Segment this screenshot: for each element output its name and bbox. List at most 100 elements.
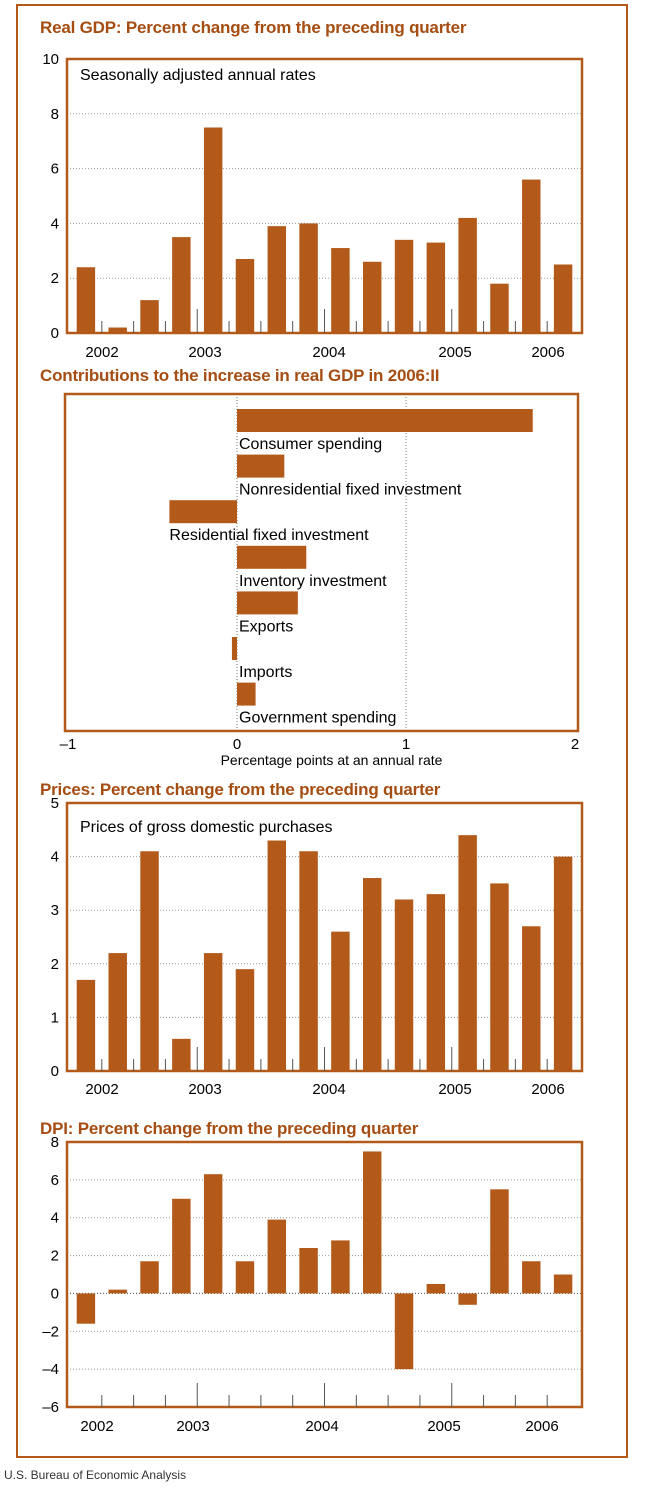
gdp-ytick-label: 8	[51, 106, 59, 123]
gdp-chart-title: Real GDP: Percent change from the preced…	[40, 18, 467, 37]
prices-ytick-label: 5	[51, 795, 59, 812]
prices-year-label: 2002	[85, 1081, 118, 1098]
dpi-ytick-label: 2	[51, 1248, 59, 1265]
contrib-bar-label: Nonresidential fixed investment	[239, 482, 462, 499]
dpi-bar	[203, 1174, 223, 1294]
contrib-xtick-label: 0	[233, 736, 241, 753]
dpi-bar	[458, 1293, 477, 1305]
gdp-ytick-label: 10	[42, 51, 59, 68]
prices-ytick-label: 0	[51, 1063, 59, 1080]
prices-bar	[394, 899, 414, 1071]
prices-bar	[203, 953, 223, 1071]
prices-bar	[553, 856, 573, 1071]
prices-bar	[458, 835, 477, 1071]
prices-bar	[140, 851, 159, 1071]
gdp-ytick-label: 0	[51, 325, 59, 342]
contrib-plot-frame	[63, 392, 580, 733]
dpi-bar	[362, 1151, 382, 1294]
dpi-bar	[522, 1261, 541, 1294]
gdp-bar	[522, 179, 541, 333]
gdp-bar	[394, 239, 414, 333]
dpi-bar	[140, 1261, 159, 1294]
prices-bar	[76, 979, 96, 1071]
gdp-ytick-label: 2	[51, 270, 59, 287]
gdp-bar	[426, 242, 446, 333]
contrib-bar-label: Imports	[239, 664, 292, 681]
gdp-bar	[172, 237, 191, 333]
contrib-xtick-label: –1	[60, 736, 77, 753]
prices-bar	[490, 883, 509, 1071]
prices-year-label: 2005	[438, 1081, 471, 1098]
prices-bar	[426, 894, 446, 1071]
prices-bar	[522, 926, 541, 1071]
dpi-ytick-label: 6	[51, 1172, 59, 1189]
contrib-xtick-label: 2	[571, 736, 579, 753]
prices-bar	[235, 969, 255, 1071]
dpi-year-label: 2005	[427, 1418, 460, 1435]
gdp-bar	[299, 223, 318, 333]
dpi-bar	[299, 1248, 318, 1294]
contrib-bar-label: Consumer spending	[239, 436, 382, 453]
prices-subtitle: Prices of gross domestic purchases	[80, 819, 333, 836]
prices-bar	[331, 931, 350, 1071]
dpi-bar	[553, 1274, 573, 1294]
dpi-bar	[394, 1293, 414, 1370]
contrib-bar-label: Exports	[239, 618, 293, 635]
prices-bar	[299, 851, 318, 1071]
prices-bar	[362, 878, 382, 1071]
contrib-bar	[237, 409, 533, 432]
gdp-year-label: 2003	[188, 344, 221, 361]
dpi-bar	[172, 1198, 191, 1294]
dpi-year-label: 2004	[305, 1418, 338, 1435]
prices-ytick-label: 1	[51, 1009, 59, 1026]
dpi-bar	[490, 1189, 509, 1294]
gdp-bar	[490, 283, 509, 333]
gdp-year-label: 2005	[438, 344, 471, 361]
dpi-ytick-label: –2	[42, 1323, 59, 1340]
prices-year-label: 2006	[531, 1081, 564, 1098]
gdp-bar	[108, 327, 127, 333]
prices-ytick-label: 4	[51, 849, 59, 866]
dpi-year-label: 2002	[80, 1418, 113, 1435]
dpi-bar	[76, 1293, 96, 1324]
contrib-chart-title: Contributions to the increase in real GD…	[40, 366, 440, 385]
dpi-ytick-label: 4	[51, 1210, 59, 1227]
prices-chart-title: Prices: Percent change from the precedin…	[40, 780, 441, 799]
gdp-year-label: 2002	[85, 344, 118, 361]
dpi-ytick-label: –4	[42, 1361, 59, 1378]
gdp-subtitle: Seasonally adjusted annual rates	[80, 67, 316, 84]
contrib-bar-label: Government spending	[239, 710, 396, 727]
contrib-bar	[237, 591, 298, 615]
dpi-chart-title: DPI: Percent change from the preceding q…	[40, 1119, 419, 1138]
contrib-bar-label: Inventory investment	[239, 573, 387, 590]
contrib-bar	[237, 682, 256, 706]
prices-year-label: 2004	[312, 1081, 345, 1098]
source-note: U.S. Bureau of Economic Analysis	[4, 1468, 187, 1482]
dpi-ytick-label: 0	[51, 1285, 59, 1302]
gdp-year-label: 2006	[531, 344, 564, 361]
figure-frame	[16, 4, 628, 1458]
gdp-bar	[203, 127, 223, 333]
contrib-bar	[237, 454, 285, 478]
gdp-bar	[76, 267, 96, 333]
contrib-bar	[231, 637, 237, 660]
prices-ytick-label: 3	[51, 902, 59, 919]
prices-year-label: 2003	[188, 1081, 221, 1098]
gdp-ytick-label: 6	[51, 161, 59, 178]
dpi-ytick-label: –6	[42, 1399, 59, 1416]
gdp-bar	[267, 226, 287, 333]
contrib-bar-label: Residential fixed investment	[169, 527, 369, 544]
dpi-bar	[331, 1240, 350, 1294]
dpi-bar	[267, 1219, 287, 1294]
gdp-year-label: 2004	[312, 344, 345, 361]
dpi-bar	[426, 1283, 446, 1294]
prices-ytick-label: 2	[51, 956, 59, 973]
contrib-xtick-label: 1	[402, 736, 410, 753]
dpi-year-label: 2006	[525, 1418, 558, 1435]
gdp-ytick-label: 4	[51, 215, 59, 232]
gdp-bar	[235, 259, 255, 333]
dpi-year-label: 2003	[176, 1418, 209, 1435]
gdp-bar	[553, 264, 573, 333]
gdp-bar	[140, 300, 159, 333]
